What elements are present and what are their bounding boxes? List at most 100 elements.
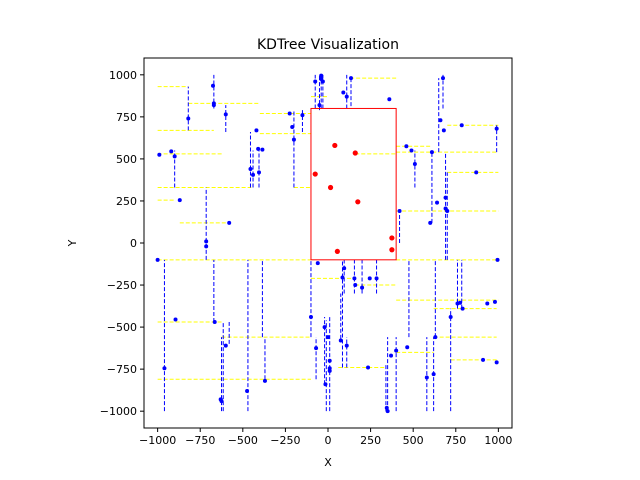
query-result-point (389, 235, 395, 241)
data-point (428, 220, 433, 225)
data-point (223, 343, 228, 348)
y-tick-label: −500 (107, 321, 137, 334)
y-tick-label: 250 (116, 195, 137, 208)
data-point (340, 275, 345, 280)
data-point (409, 148, 414, 153)
data-point (248, 167, 253, 171)
data-point (186, 116, 191, 121)
data-point (177, 198, 182, 203)
data-point (394, 348, 399, 353)
data-point (458, 300, 463, 305)
data-point (492, 299, 497, 304)
data-point (308, 315, 313, 319)
data-point (349, 76, 353, 81)
data-point (412, 161, 417, 166)
data-point (173, 317, 178, 322)
data-point (429, 150, 434, 155)
axis-ticks: −1000 −750 −500 −250 0 250 500 750 1000 −1000 −750… (100, 69, 513, 447)
data-point (424, 375, 429, 380)
data-point (291, 137, 296, 142)
data-point (256, 146, 261, 151)
y-axis-label: Y (66, 239, 79, 247)
data-point (204, 244, 209, 249)
data-point (443, 195, 448, 200)
query-result-point (327, 184, 334, 191)
query-result-point (332, 142, 338, 149)
data-point (441, 76, 445, 81)
y-tick-label: −750 (107, 363, 137, 376)
data-point (314, 346, 319, 351)
data-point (435, 200, 440, 205)
data-point (260, 147, 265, 152)
x-tick-label: −250 (270, 434, 300, 447)
data-point (313, 79, 318, 84)
data-point (327, 358, 332, 363)
data-point (353, 283, 358, 288)
data-point (319, 73, 324, 78)
data-point (360, 285, 365, 290)
y-tick-label: 500 (116, 153, 137, 166)
data-point (218, 397, 223, 402)
x-axis-label: X (324, 456, 332, 469)
data-point (315, 261, 320, 266)
data-point (389, 353, 394, 358)
data-point (404, 144, 409, 149)
x-tick-label: 750 (445, 434, 466, 447)
data-point (494, 126, 499, 131)
data-point (344, 343, 349, 348)
data-point (385, 409, 390, 414)
data-point (227, 220, 232, 225)
data-point (481, 357, 486, 362)
data-point (257, 170, 261, 175)
data-point (162, 366, 167, 371)
data-point (485, 301, 490, 306)
data-point (211, 83, 215, 88)
data-point (431, 372, 436, 377)
data-point (212, 320, 217, 325)
data-point (157, 152, 162, 157)
data-point (251, 172, 256, 177)
x-tick-label: 1000 (484, 434, 512, 447)
data-point (445, 209, 450, 214)
data-point (327, 368, 332, 373)
data-point (317, 103, 322, 108)
data-point (459, 123, 464, 128)
data-point (290, 124, 295, 129)
data-point (342, 266, 347, 271)
x-tick-label: −1000 (139, 434, 176, 447)
data-point (323, 382, 328, 387)
data-point (438, 118, 443, 123)
chart-title: KDTree Visualization (257, 37, 399, 53)
data-point (433, 335, 438, 340)
data-point (204, 239, 209, 244)
data-point (338, 338, 343, 343)
y-tick-label: 750 (116, 111, 137, 124)
x-tick-label: 250 (360, 434, 381, 447)
y-tick-label: 1000 (109, 69, 137, 82)
query-result-point (334, 248, 340, 255)
data-point (262, 378, 267, 383)
data-point (211, 103, 216, 108)
data-point (322, 325, 327, 330)
data-point (300, 113, 305, 118)
data-point (155, 257, 160, 262)
data-point (344, 94, 349, 99)
data-point (460, 306, 465, 311)
data-point (384, 405, 389, 410)
query-result-point (352, 150, 358, 156)
query-result-point (389, 247, 395, 253)
y-tick-label: −250 (107, 279, 137, 292)
data-point (223, 112, 228, 117)
data-point (441, 128, 446, 133)
data-point (474, 170, 479, 175)
data-point (326, 335, 330, 340)
x-tick-label: −750 (185, 434, 215, 447)
data-point (397, 209, 402, 214)
data-point (172, 154, 177, 159)
data-point (254, 128, 259, 133)
data-point (320, 79, 325, 84)
data-point (352, 276, 357, 281)
data-point (341, 90, 346, 95)
